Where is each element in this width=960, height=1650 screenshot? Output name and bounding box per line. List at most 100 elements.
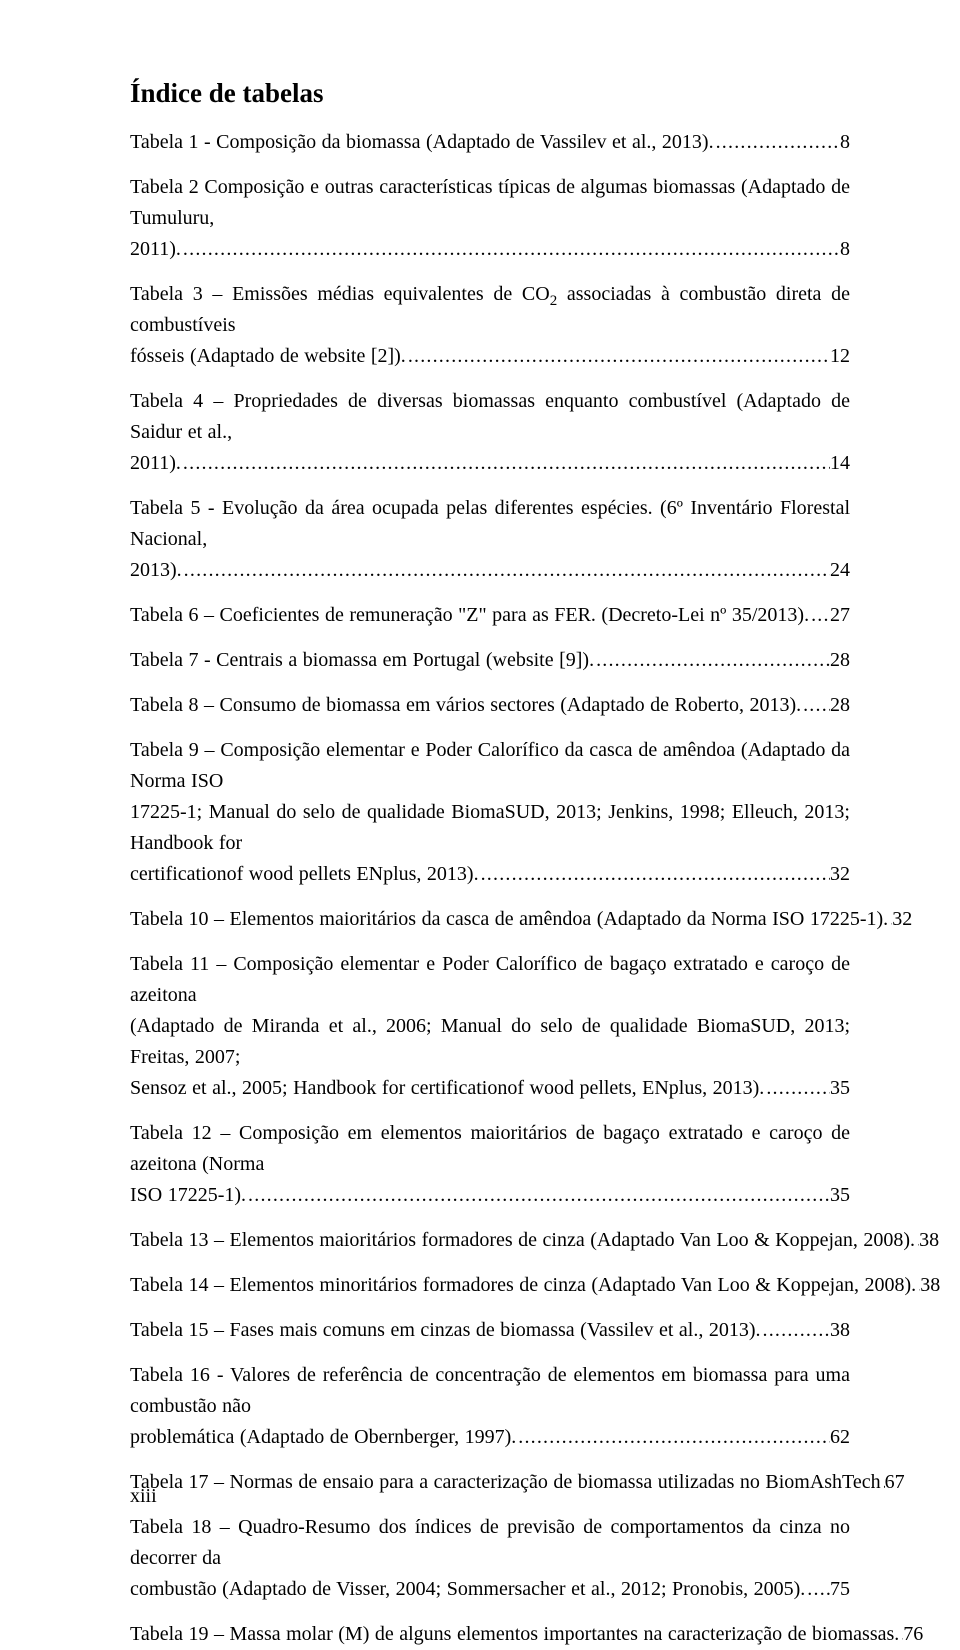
toc-leader-dots: ........................................… xyxy=(805,1574,830,1605)
toc-entry-lastline: 2011)...................................… xyxy=(130,448,850,479)
toc-entry-text: Tabela 7 - Centrais a biomassa em Portug… xyxy=(130,645,594,676)
toc-leader-dots: ........................................… xyxy=(406,341,830,372)
toc-entry-line: Tabela 12 – Composição em elementos maio… xyxy=(130,1118,850,1180)
toc-entry: Tabela 11 – Composição elementar e Poder… xyxy=(130,949,850,1104)
toc-leader-dots: ........................................… xyxy=(516,1422,830,1453)
toc-entry: Tabela 5 - Evolução da área ocupada pela… xyxy=(130,493,850,586)
toc-entry-text: Tabela 15 – Fases mais comuns em cinzas … xyxy=(130,1315,761,1346)
toc-entry-line: Tabela 2 Composição e outras característ… xyxy=(130,172,850,234)
toc-page-number: 8 xyxy=(840,234,850,265)
toc-entry: Tabela 10 – Elementos maioritários da ca… xyxy=(130,904,850,935)
toc-entry-lastline: fósseis (Adaptado de website [2]).......… xyxy=(130,341,850,372)
toc-entry-line: (Adaptado de Miranda et al., 2006; Manua… xyxy=(130,1011,850,1073)
toc-entry-text: Tabela 8 – Consumo de biomassa em vários… xyxy=(130,690,801,721)
toc-entry: Tabela 18 – Quadro-Resumo dos índices de… xyxy=(130,1512,850,1605)
toc-entry: Tabela 17 – Normas de ensaio para a cara… xyxy=(130,1467,850,1498)
toc-entry-text: Tabela 6 – Coeficientes de remuneração "… xyxy=(130,600,809,631)
toc-entry-lastline: ISO 17225-1)............................… xyxy=(130,1180,850,1211)
toc-page-number: 28 xyxy=(830,645,850,676)
toc-entry-text: Tabela 13 – Elementos maioritários forma… xyxy=(130,1225,915,1256)
toc-entry: Tabela 13 – Elementos maioritários forma… xyxy=(130,1225,850,1256)
toc-entry-lastline: Tabela 15 – Fases mais comuns em cinzas … xyxy=(130,1315,850,1346)
toc-page-number: 24 xyxy=(830,555,850,586)
toc-page-number: 14 xyxy=(830,448,850,479)
toc-leader-dots: ........................................… xyxy=(761,1315,830,1346)
toc-entry-text: 2011). xyxy=(130,234,181,265)
toc-leader-dots: ........................................… xyxy=(246,1180,830,1211)
document-page: Índice de tabelas Tabela 1 - Composição … xyxy=(0,0,960,1568)
table-of-contents: Tabela 1 - Composição da biomassa (Adapt… xyxy=(130,127,850,1650)
toc-entry-text: certificationof wood pellets ENplus, 201… xyxy=(130,859,479,890)
toc-entry: Tabela 16 - Valores de referência de con… xyxy=(130,1360,850,1453)
toc-page-number: 32 xyxy=(830,859,850,890)
toc-entry-line: Tabela 9 – Composição elementar e Poder … xyxy=(130,735,850,797)
toc-page-number: 67 xyxy=(885,1467,905,1498)
toc-leader-dots: ........................................… xyxy=(764,1073,830,1104)
toc-leader-dots: ........................................… xyxy=(594,645,830,676)
toc-entry-lastline: Tabela 10 – Elementos maioritários da ca… xyxy=(130,904,850,935)
toc-entry-lastline: Tabela 6 – Coeficientes de remuneração "… xyxy=(130,600,850,631)
toc-page-number: 27 xyxy=(830,600,850,631)
toc-page-number: 76 xyxy=(903,1619,923,1650)
toc-entry: Tabela 1 - Composição da biomassa (Adapt… xyxy=(130,127,850,158)
toc-page-number: 38 xyxy=(919,1225,939,1256)
toc-entry-text: Tabela 10 – Elementos maioritários da ca… xyxy=(130,904,888,935)
toc-entry-text: Sensoz et al., 2005; Handbook for certif… xyxy=(130,1073,764,1104)
toc-entry-lastline: Tabela 1 - Composição da biomassa (Adapt… xyxy=(130,127,850,158)
toc-leader-dots: ........................................… xyxy=(809,600,830,631)
toc-entry: Tabela 8 – Consumo de biomassa em vários… xyxy=(130,690,850,721)
toc-entry-lastline: certificationof wood pellets ENplus, 201… xyxy=(130,859,850,890)
toc-entry: Tabela 2 Composição e outras característ… xyxy=(130,172,850,265)
toc-entry-line: 17225-1; Manual do selo de qualidade Bio… xyxy=(130,797,850,859)
toc-entry-lastline: 2011)...................................… xyxy=(130,234,850,265)
toc-leader-dots: ........................................… xyxy=(801,690,830,721)
toc-entry: Tabela 14 – Elementos minoritários forma… xyxy=(130,1270,850,1301)
toc-entry-text: problemática (Adaptado de Obernberger, 1… xyxy=(130,1422,516,1453)
toc-entry-text: 2011). xyxy=(130,448,181,479)
toc-entry-text: Tabela 1 - Composição da biomassa (Adapt… xyxy=(130,127,714,158)
toc-entry-line: Tabela 16 - Valores de referência de con… xyxy=(130,1360,850,1422)
toc-entry: Tabela 3 – Emissões médias equivalentes … xyxy=(130,279,850,372)
toc-page-number: 62 xyxy=(830,1422,850,1453)
toc-leader-dots: ........................................… xyxy=(181,234,840,265)
toc-entry: Tabela 7 - Centrais a biomassa em Portug… xyxy=(130,645,850,676)
toc-entry-text: ISO 17225-1). xyxy=(130,1180,246,1211)
toc-entry: Tabela 9 – Composição elementar e Poder … xyxy=(130,735,850,890)
toc-entry-lastline: Tabela 13 – Elementos maioritários forma… xyxy=(130,1225,850,1256)
toc-entry: Tabela 12 – Composição em elementos maio… xyxy=(130,1118,850,1211)
toc-entry-lastline: 2013)...................................… xyxy=(130,555,850,586)
toc-entry-text: 2013). xyxy=(130,555,182,586)
toc-entry-lastline: combustão (Adaptado de Visser, 2004; Som… xyxy=(130,1574,850,1605)
toc-entry: Tabela 4 – Propriedades de diversas biom… xyxy=(130,386,850,479)
toc-page-number: 38 xyxy=(920,1270,940,1301)
page-number: xiii xyxy=(130,1485,157,1508)
toc-page-number: 32 xyxy=(892,904,912,935)
toc-page-number: 35 xyxy=(830,1073,850,1104)
toc-leader-dots: ........................................… xyxy=(479,859,830,890)
toc-entry-line: Tabela 11 – Composição elementar e Poder… xyxy=(130,949,850,1011)
toc-leader-dots: ........................................… xyxy=(182,555,830,586)
toc-page-number: 75 xyxy=(830,1574,850,1605)
toc-entry-line: Tabela 18 – Quadro-Resumo dos índices de… xyxy=(130,1512,850,1574)
toc-entry-lastline: Tabela 19 – Massa molar (M) de alguns el… xyxy=(130,1619,850,1650)
toc-page-number: 12 xyxy=(830,341,850,372)
toc-entry: Tabela 15 – Fases mais comuns em cinzas … xyxy=(130,1315,850,1346)
toc-entry-text: Tabela 14 – Elementos minoritários forma… xyxy=(130,1270,916,1301)
toc-entry-lastline: Tabela 17 – Normas de ensaio para a cara… xyxy=(130,1467,850,1498)
toc-leader-dots: ........................................… xyxy=(714,127,840,158)
toc-leader-dots: ........................................… xyxy=(181,448,830,479)
toc-page-number: 38 xyxy=(830,1315,850,1346)
toc-entry: Tabela 6 – Coeficientes de remuneração "… xyxy=(130,600,850,631)
toc-entry-line: Tabela 5 - Evolução da área ocupada pela… xyxy=(130,493,850,555)
toc-entry-lastline: Sensoz et al., 2005; Handbook for certif… xyxy=(130,1073,850,1104)
toc-entry-text: combustão (Adaptado de Visser, 2004; Som… xyxy=(130,1574,805,1605)
toc-entry: Tabela 19 – Massa molar (M) de alguns el… xyxy=(130,1619,850,1650)
toc-entry-text: fósseis (Adaptado de website [2]). xyxy=(130,341,406,372)
toc-entry-lastline: Tabela 7 - Centrais a biomassa em Portug… xyxy=(130,645,850,676)
toc-page-number: 8 xyxy=(840,127,850,158)
toc-entry-text: Tabela 17 – Normas de ensaio para a cara… xyxy=(130,1467,881,1498)
page-title: Índice de tabelas xyxy=(130,78,850,109)
toc-page-number: 28 xyxy=(830,690,850,721)
toc-page-number: 35 xyxy=(830,1180,850,1211)
toc-entry-lastline: Tabela 8 – Consumo de biomassa em vários… xyxy=(130,690,850,721)
